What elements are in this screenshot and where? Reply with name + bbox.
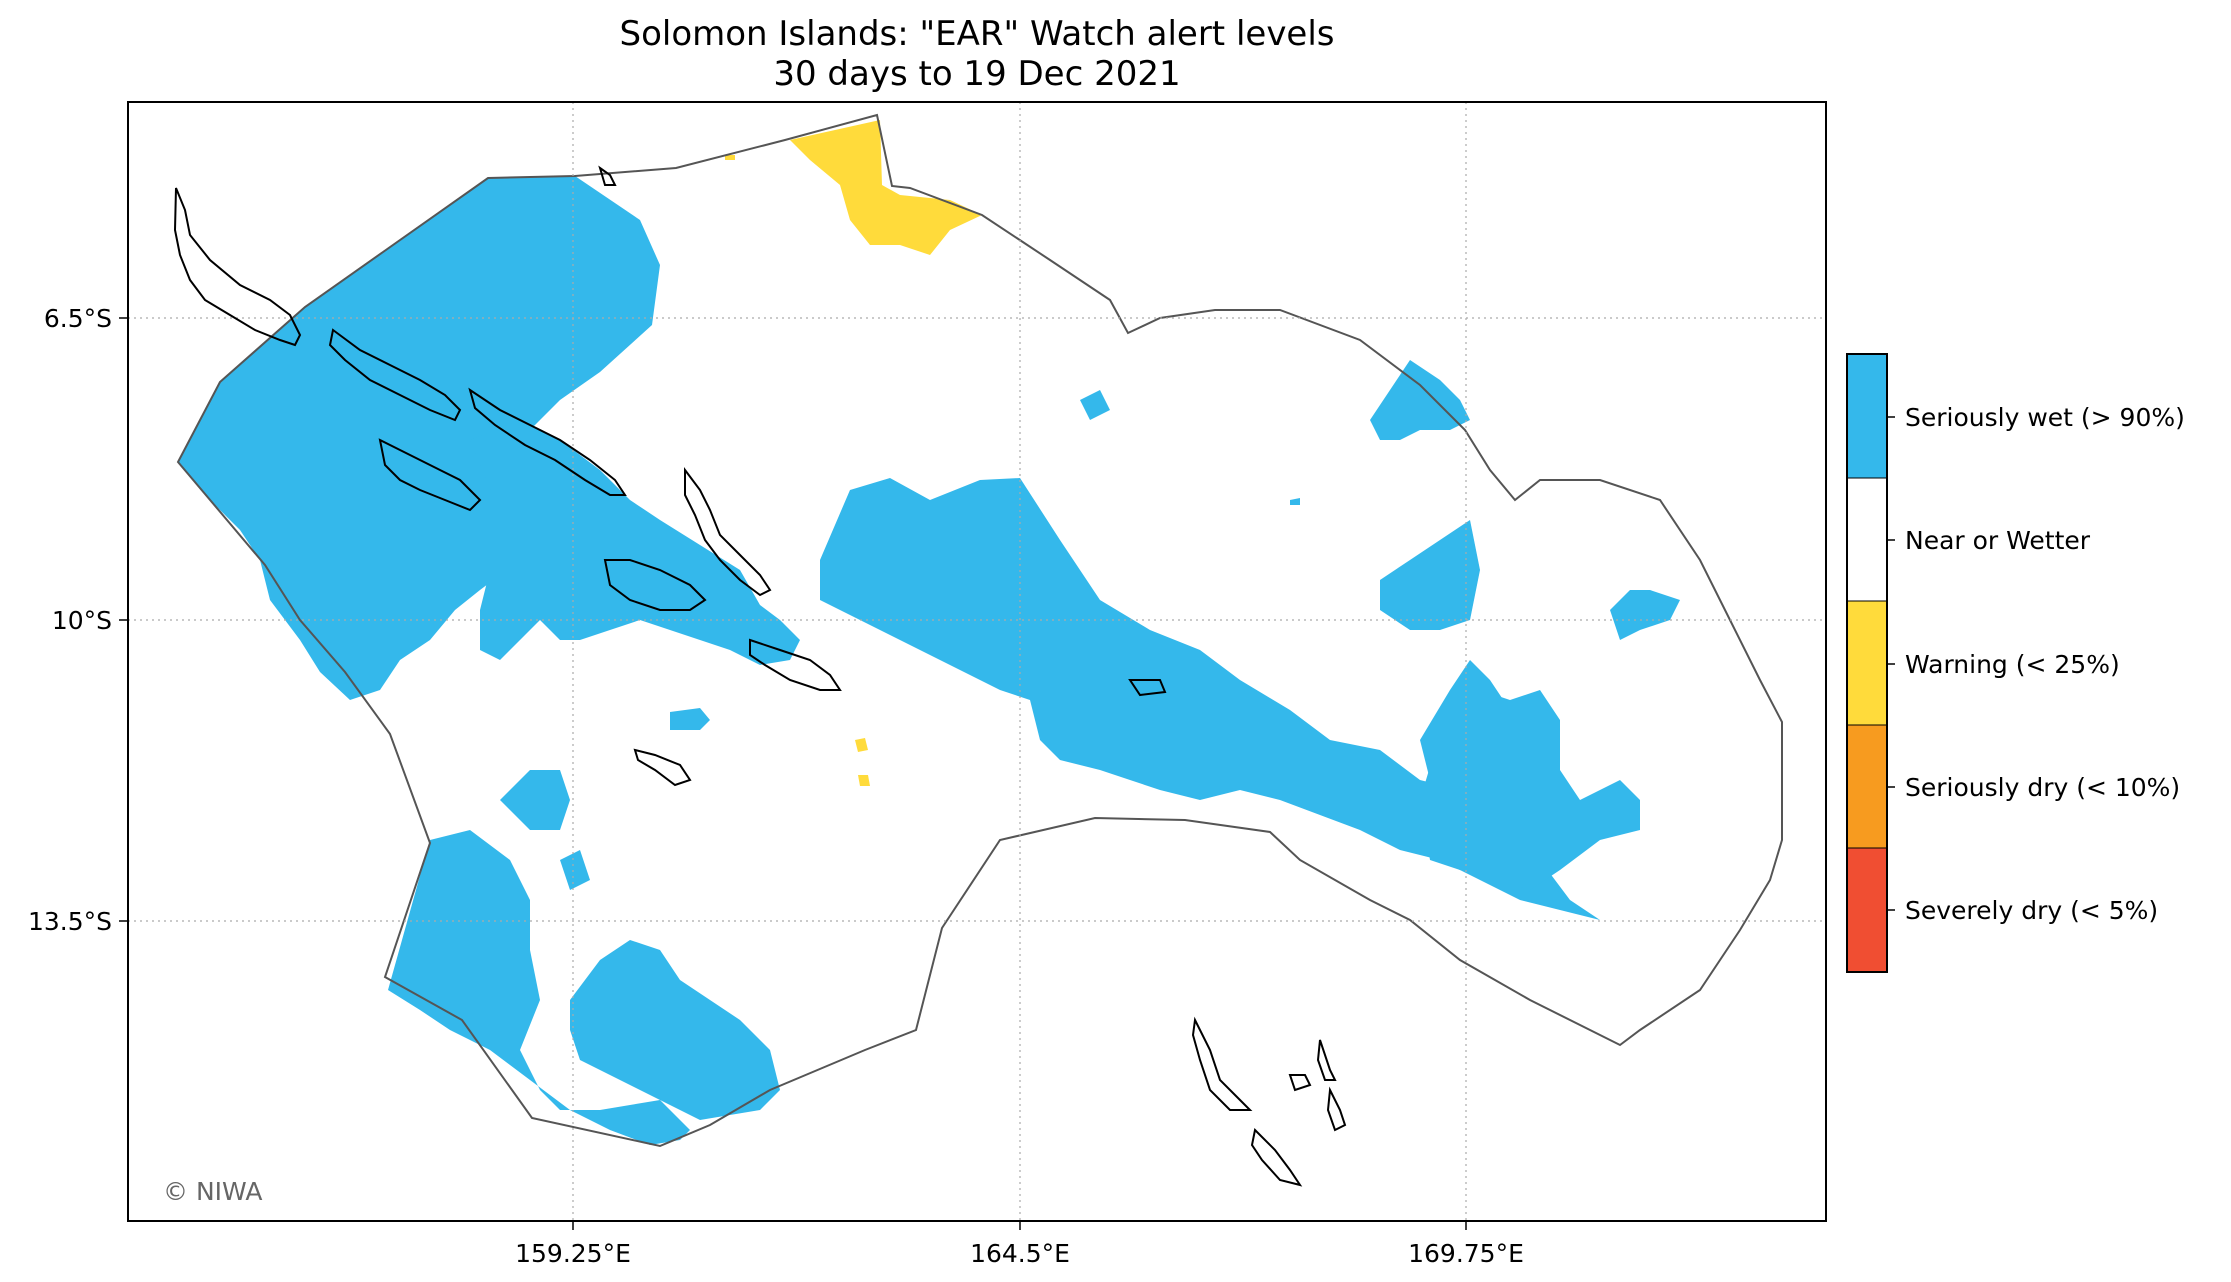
- legend: Seriously wet (> 90%) Near or Wetter War…: [1846, 353, 2185, 973]
- axis-ticks: [119, 317, 1467, 1230]
- warning-region-small-3: [725, 155, 735, 160]
- legend-label-warning: Warning (< 25%): [1905, 650, 2120, 679]
- credit-text: © NIWA: [163, 1177, 262, 1206]
- x-tick-label-3: 169.75°E: [1408, 1239, 1524, 1268]
- map-title: Solomon Islands: "EAR" Watch alert level…: [619, 14, 1335, 54]
- coast-bougainville: [173, 187, 302, 347]
- legend-frame: [1846, 353, 1888, 973]
- legend-swatch-seriously-wet: [1847, 354, 1887, 478]
- coast-ontong-java: [598, 165, 617, 186]
- coast-makira: [749, 638, 842, 691]
- coast-vanuatu-espiritu: [1191, 1016, 1253, 1111]
- graticule: [128, 102, 1826, 1221]
- y-tick-label-1: 6.5°S: [44, 304, 112, 333]
- eez-boundary: [176, 113, 1783, 1148]
- coast-vanuatu-malekula: [1250, 1127, 1303, 1187]
- wet-region-central-north: [470, 420, 800, 665]
- seriously-wet-areas: [178, 176, 1680, 1145]
- coast-new-georgia: [378, 438, 482, 512]
- x-tick-label-2: 164.5°E: [970, 1239, 1070, 1268]
- legend-swatch-near-or-wetter: [1847, 478, 1887, 601]
- coast-malaita: [684, 467, 772, 597]
- coast-choiseul: [328, 328, 462, 422]
- coast-rennell: [633, 748, 692, 787]
- wet-region-mid-south: [500, 770, 570, 830]
- legend-label-near-or-wetter: Near or Wetter: [1905, 526, 2091, 555]
- map-frame: [127, 101, 1827, 1222]
- wet-region-small-4: [1290, 498, 1300, 505]
- legend-swatch-severely-dry: [1847, 848, 1887, 972]
- coast-ndeni: [1128, 679, 1167, 697]
- warning-region-small-1: [855, 738, 868, 752]
- coastlines: [173, 165, 1347, 1187]
- coast-vanuatu-efate: [1288, 1074, 1312, 1092]
- coast-santa-isabel: [468, 387, 627, 496]
- warning-region-north: [790, 120, 982, 255]
- warning-region-small-2: [858, 775, 870, 786]
- warning-areas: [725, 120, 982, 786]
- wet-region-small-3: [1080, 390, 1110, 420]
- coast-vanuatu-pentecost: [1326, 1086, 1347, 1132]
- coast-vanuatu-maewo: [1316, 1039, 1337, 1081]
- wet-region-small-1: [560, 850, 590, 890]
- coast-guadalcanal: [603, 559, 707, 611]
- wet-region-south-central: [570, 940, 780, 1120]
- legend-swatch-warning: [1847, 601, 1887, 725]
- legend-swatch-seriously-dry: [1847, 725, 1887, 848]
- wet-region-east-3: [1420, 690, 1640, 890]
- map-subtitle: 30 days to 19 Dec 2021: [773, 54, 1181, 94]
- y-tick-label-3: 13.5°S: [28, 907, 112, 936]
- wet-region-small-2: [670, 708, 710, 730]
- wet-region-east-4: [1370, 360, 1470, 440]
- wet-region-south-west: [388, 830, 690, 1145]
- legend-label-seriously-wet: Seriously wet (> 90%): [1905, 403, 2185, 432]
- y-tick-label-2: 10°S: [52, 606, 112, 635]
- legend-label-seriously-dry: Seriously dry (< 10%): [1905, 773, 2180, 802]
- wet-region-central-band: [820, 478, 1600, 920]
- wet-region-east-5: [1610, 590, 1680, 640]
- wet-region-east-2: [1380, 520, 1480, 630]
- wet-region-west: [178, 176, 660, 700]
- map-content: [128, 102, 1826, 1221]
- x-tick-label-1: 159.25°E: [515, 1239, 631, 1268]
- legend-label-severely-dry: Severely dry (< 5%): [1905, 896, 2158, 925]
